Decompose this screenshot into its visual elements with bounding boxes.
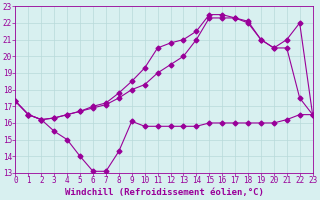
X-axis label: Windchill (Refroidissement éolien,°C): Windchill (Refroidissement éolien,°C) <box>65 188 263 197</box>
